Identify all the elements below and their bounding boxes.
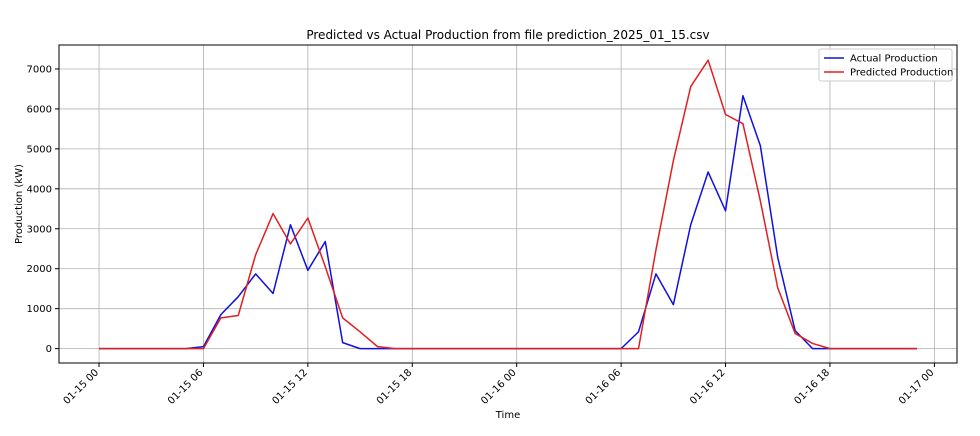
x-axis-title: Time [495,410,520,421]
x-tick-label: 01-15 18 [375,367,415,407]
series-line-actual [99,94,917,350]
x-tick-label: 01-15 06 [166,367,206,407]
series-lines [99,59,917,350]
legend-label: Predicted Production [850,68,953,79]
legend: Actual Production Predicted Production [818,48,953,82]
x-tick-label: 01-17 00 [897,367,937,407]
chart-title: Predicted vs Actual Production from file… [306,28,709,42]
y-tick-label: 1000 [27,304,52,315]
plot-frame [58,44,958,364]
x-tick-label: 01-16 18 [793,367,833,407]
y-tick-label: 7000 [27,64,52,75]
y-axis: 0 1000 2000 3000 4000 5000 6000 7000 [27,64,59,355]
x-tick-label: 01-16 06 [584,367,624,407]
x-tick-label: 01-16 12 [688,367,728,407]
y-tick-label: 4000 [27,184,52,195]
grid-lines [59,45,957,363]
y-tick-label: 0 [46,344,52,355]
y-axis-title: Production (kW) [14,164,25,244]
x-tick-label: 01-15 12 [270,367,310,407]
y-tick-label: 6000 [27,104,52,115]
y-tick-label: 2000 [27,264,52,275]
x-axis: 01-15 00 01-15 06 01-15 12 01-15 18 01-16 00… [62,363,937,407]
series-line-predicted [99,59,917,350]
x-tick-label: 01-16 00 [479,367,519,407]
y-tick-label: 3000 [27,224,52,235]
y-tick-label: 5000 [27,144,52,155]
legend-label: Actual Production [850,54,938,65]
x-tick-label: 01-15 00 [62,367,102,407]
legend-box [818,48,953,82]
